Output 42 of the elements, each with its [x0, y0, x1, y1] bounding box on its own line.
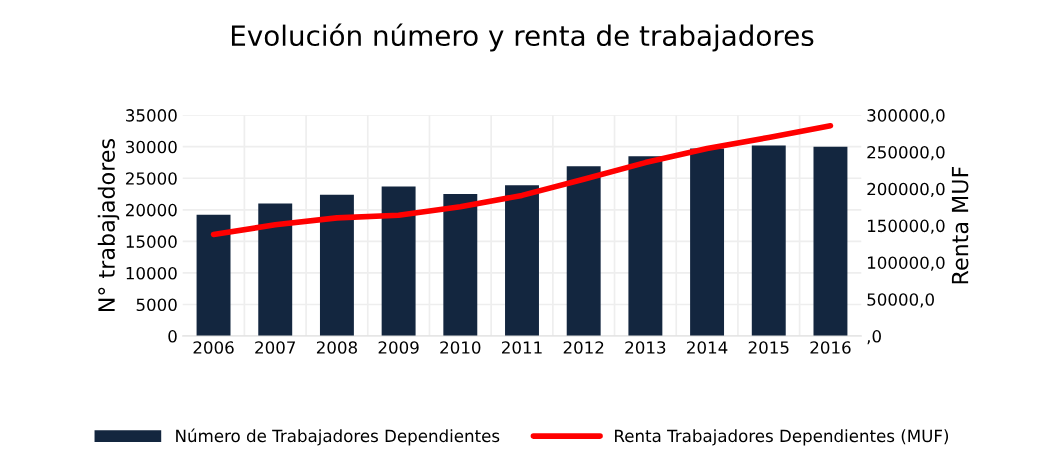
bar [751, 145, 786, 337]
x-tick-label: 2010 [440, 341, 481, 354]
bar [443, 194, 478, 337]
y-tick-label: 5000 [136, 298, 177, 312]
bar [566, 166, 601, 337]
x-tick-label: 2015 [748, 341, 789, 354]
y-tick-label: 25000 [126, 172, 177, 185]
y2-tick-label: 250000,0 [867, 145, 945, 161]
bar [813, 146, 848, 337]
x-tick-label: 2013 [625, 341, 666, 354]
x-tick-label: 2014 [687, 341, 728, 354]
bar [196, 214, 231, 337]
x-tick-label: 2012 [563, 341, 604, 354]
y2-tick-label: 200000,0 [867, 182, 945, 198]
legend-label: Número de Trabajadores Dependientes [176, 428, 500, 446]
y2-tick-label: 300000,0 [867, 109, 945, 124]
y-tick-label: 20000 [126, 203, 177, 217]
bar [690, 148, 725, 337]
x-tick-label: 2011 [502, 341, 542, 354]
y2-axis-title: Renta MUF [951, 166, 969, 284]
legend-label: Renta Trabajadores Dependientes (MUF) [615, 429, 949, 446]
bar [505, 185, 539, 337]
bar [319, 194, 354, 337]
y-axis-title: N° trabajadores [97, 139, 120, 312]
x-tick-label: 2016 [810, 341, 851, 354]
x-tick-label: 2007 [255, 341, 296, 354]
y-tick-label: 35000 [126, 109, 177, 122]
bar [258, 203, 293, 337]
x-tick-label: 2009 [378, 341, 419, 354]
chart-title: Evolución número y renta de trabajadores [231, 23, 814, 52]
y-tick-label: 0 [168, 330, 177, 343]
y-tick-label: 10000 [126, 266, 177, 280]
y2-tick-label: 50000,0 [867, 293, 934, 308]
x-tick-label: 2006 [193, 341, 234, 354]
y-tick-label: 15000 [126, 235, 177, 248]
x-tick-label: 2008 [316, 341, 357, 354]
y2-tick-label: 100000,0 [867, 256, 945, 271]
y2-tick-label: 150000,0 [867, 219, 945, 234]
bar [628, 156, 663, 337]
y-tick-label: 30000 [126, 140, 177, 154]
y2-tick-label: ,0 [867, 330, 881, 345]
bar [381, 186, 416, 337]
